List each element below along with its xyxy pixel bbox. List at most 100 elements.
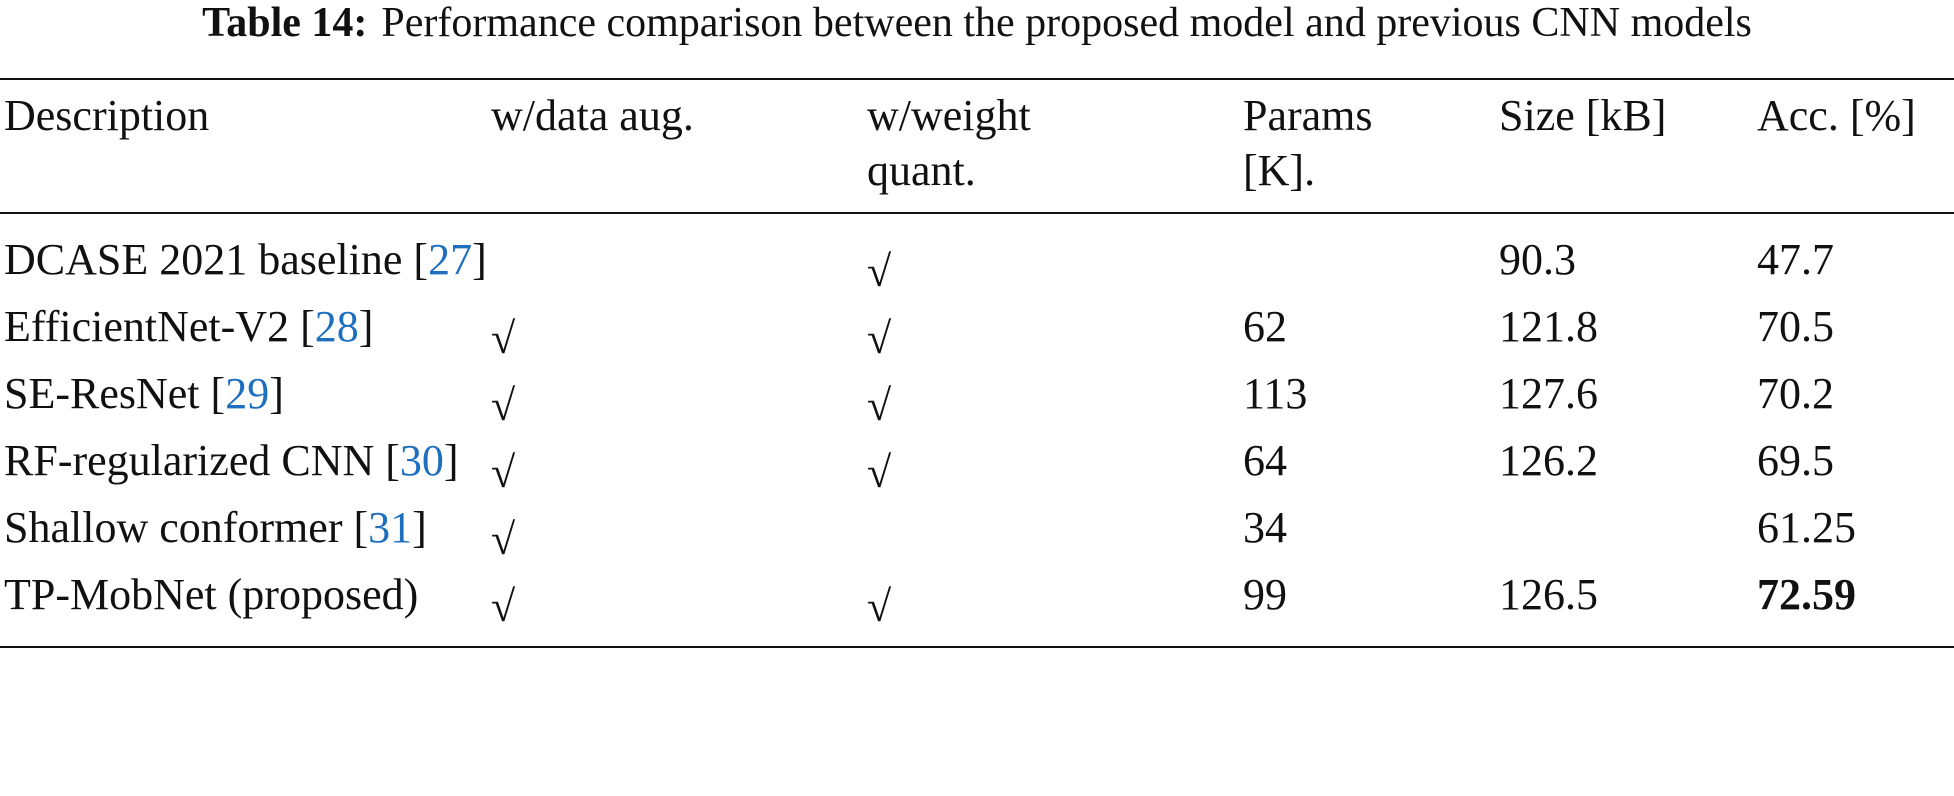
- check-mark: √: [867, 448, 892, 497]
- description-cell: EfficientNet-V2 [28]: [0, 299, 491, 366]
- citation-bracket: ]: [412, 503, 427, 552]
- citation-bracket: ]: [443, 436, 459, 485]
- check-mark: √: [491, 515, 516, 564]
- citation-number: 28: [314, 302, 359, 351]
- weight-quant-cell: √: [867, 299, 1243, 366]
- table-caption: Table 14: Performance comparison between …: [0, 0, 1954, 46]
- check-mark: √: [867, 381, 892, 430]
- cell-value: 62: [1243, 302, 1287, 351]
- check-mark: √: [491, 381, 516, 430]
- description: EfficientNet-V2: [4, 302, 290, 351]
- data-aug-cell: [491, 213, 867, 299]
- size-cell: 126.2: [1499, 433, 1757, 500]
- caption-text: Performance comparison between the propo…: [381, 0, 1752, 46]
- header-row: Description w/data aug. w/weight quant. Para…: [0, 79, 1954, 214]
- size-cell: [1499, 500, 1757, 567]
- cell-value: 90.3: [1499, 235, 1576, 284]
- header-line: w/data aug.: [491, 91, 694, 140]
- description-cell: SE-ResNet [29]: [0, 366, 491, 433]
- citation-bracket: [: [353, 503, 369, 552]
- data-aug-cell: √: [491, 433, 867, 500]
- cell-value: 127.6: [1499, 369, 1598, 418]
- cell-value: 126.2: [1499, 436, 1598, 485]
- citation-number: 31: [368, 503, 413, 552]
- cell-value: 126.5: [1499, 570, 1598, 619]
- check-mark: √: [867, 314, 892, 363]
- column-header: Params [K].: [1243, 79, 1499, 214]
- cell-value: 99: [1243, 570, 1287, 619]
- table-row: Shallow conformer [31] √ 34 61.25: [0, 500, 1954, 567]
- citation-bracket: ]: [472, 235, 487, 284]
- description-cell: TP-MobNet (proposed): [0, 567, 491, 647]
- column-header: Acc. [%]: [1757, 79, 1954, 214]
- params-cell: 99: [1243, 567, 1499, 647]
- params-cell: 64: [1243, 433, 1499, 500]
- description-cell: RF-regularized CNN [30]: [0, 433, 491, 500]
- acc-cell: 70.5: [1757, 299, 1954, 366]
- check-mark: √: [491, 448, 516, 497]
- data-aug-cell: √: [491, 500, 867, 567]
- table-row: SE-ResNet [29] √ √ 113 127.6 70.2: [0, 366, 1954, 433]
- description: DCASE 2021 baseline: [4, 235, 403, 284]
- params-cell: 62: [1243, 299, 1499, 366]
- check-mark: √: [491, 314, 516, 363]
- weight-quant-cell: √: [867, 433, 1243, 500]
- column-header: Size [kB]: [1499, 79, 1757, 214]
- cell-value: 70.5: [1757, 302, 1834, 351]
- acc-cell: 70.2: [1757, 366, 1954, 433]
- description-cell: DCASE 2021 baseline [27]: [0, 213, 491, 299]
- description: TP-MobNet (proposed): [4, 570, 419, 619]
- header-line: Description: [4, 91, 210, 140]
- column-header: w/weight quant.: [867, 79, 1243, 214]
- data-aug-cell: √: [491, 366, 867, 433]
- cell-value: 47.7: [1757, 235, 1834, 284]
- description: Shallow conformer: [4, 503, 343, 552]
- table-body: DCASE 2021 baseline [27] √ 90.3 47.7 Efficie…: [0, 213, 1954, 647]
- data-aug-cell: √: [491, 299, 867, 366]
- table-row: EfficientNet-V2 [28] √ √ 62 121.8 70.5: [0, 299, 1954, 366]
- acc-cell: 47.7: [1757, 213, 1954, 299]
- citation-bracket: [: [385, 436, 400, 485]
- weight-quant-cell: √: [867, 366, 1243, 433]
- cell-value: 64: [1243, 436, 1287, 485]
- header-line: w/weight: [867, 91, 1031, 140]
- citation-bracket: [: [413, 235, 429, 284]
- cell-value: 70.2: [1757, 369, 1834, 418]
- data-aug-cell: √: [491, 567, 867, 647]
- acc-cell: 69.5: [1757, 433, 1954, 500]
- description: SE-ResNet: [4, 369, 200, 418]
- weight-quant-cell: [867, 500, 1243, 567]
- table: Description w/data aug. w/weight quant. Para…: [0, 78, 1954, 648]
- description-cell: Shallow conformer [31]: [0, 500, 491, 567]
- size-cell: 90.3: [1499, 213, 1757, 299]
- table-row: DCASE 2021 baseline [27] √ 90.3 47.7: [0, 213, 1954, 299]
- cell-value: 69.5: [1757, 436, 1834, 485]
- params-cell: [1243, 213, 1499, 299]
- acc-cell: 61.25: [1757, 500, 1954, 567]
- caption-label: Table 14:: [202, 0, 368, 46]
- header-line: Params: [1243, 91, 1373, 140]
- citation-bracket: [: [210, 369, 226, 418]
- check-mark: √: [867, 247, 892, 296]
- cell-value: 113: [1243, 369, 1308, 418]
- cell-value: 121.8: [1499, 302, 1598, 351]
- citation-number: 27: [428, 235, 473, 284]
- check-mark: √: [867, 582, 892, 631]
- weight-quant-cell: √: [867, 567, 1243, 647]
- table-row: RF-regularized CNN [30] √ √ 64 126.2 69.5: [0, 433, 1954, 500]
- header-line: [K].: [1243, 146, 1316, 195]
- header-line: Size [kB]: [1499, 91, 1667, 140]
- header-line: Acc. [%]: [1757, 91, 1916, 140]
- citation-number: 30: [399, 436, 444, 485]
- acc-cell: 72.59: [1757, 567, 1954, 647]
- citation-bracket: ]: [358, 302, 374, 351]
- params-cell: 34: [1243, 500, 1499, 567]
- cell-value: 61.25: [1757, 503, 1856, 552]
- params-cell: 113: [1243, 366, 1499, 433]
- citation-number: 29: [225, 369, 270, 418]
- size-cell: 126.5: [1499, 567, 1757, 647]
- weight-quant-cell: √: [867, 213, 1243, 299]
- citation-bracket: ]: [269, 369, 284, 418]
- check-mark: √: [491, 582, 516, 631]
